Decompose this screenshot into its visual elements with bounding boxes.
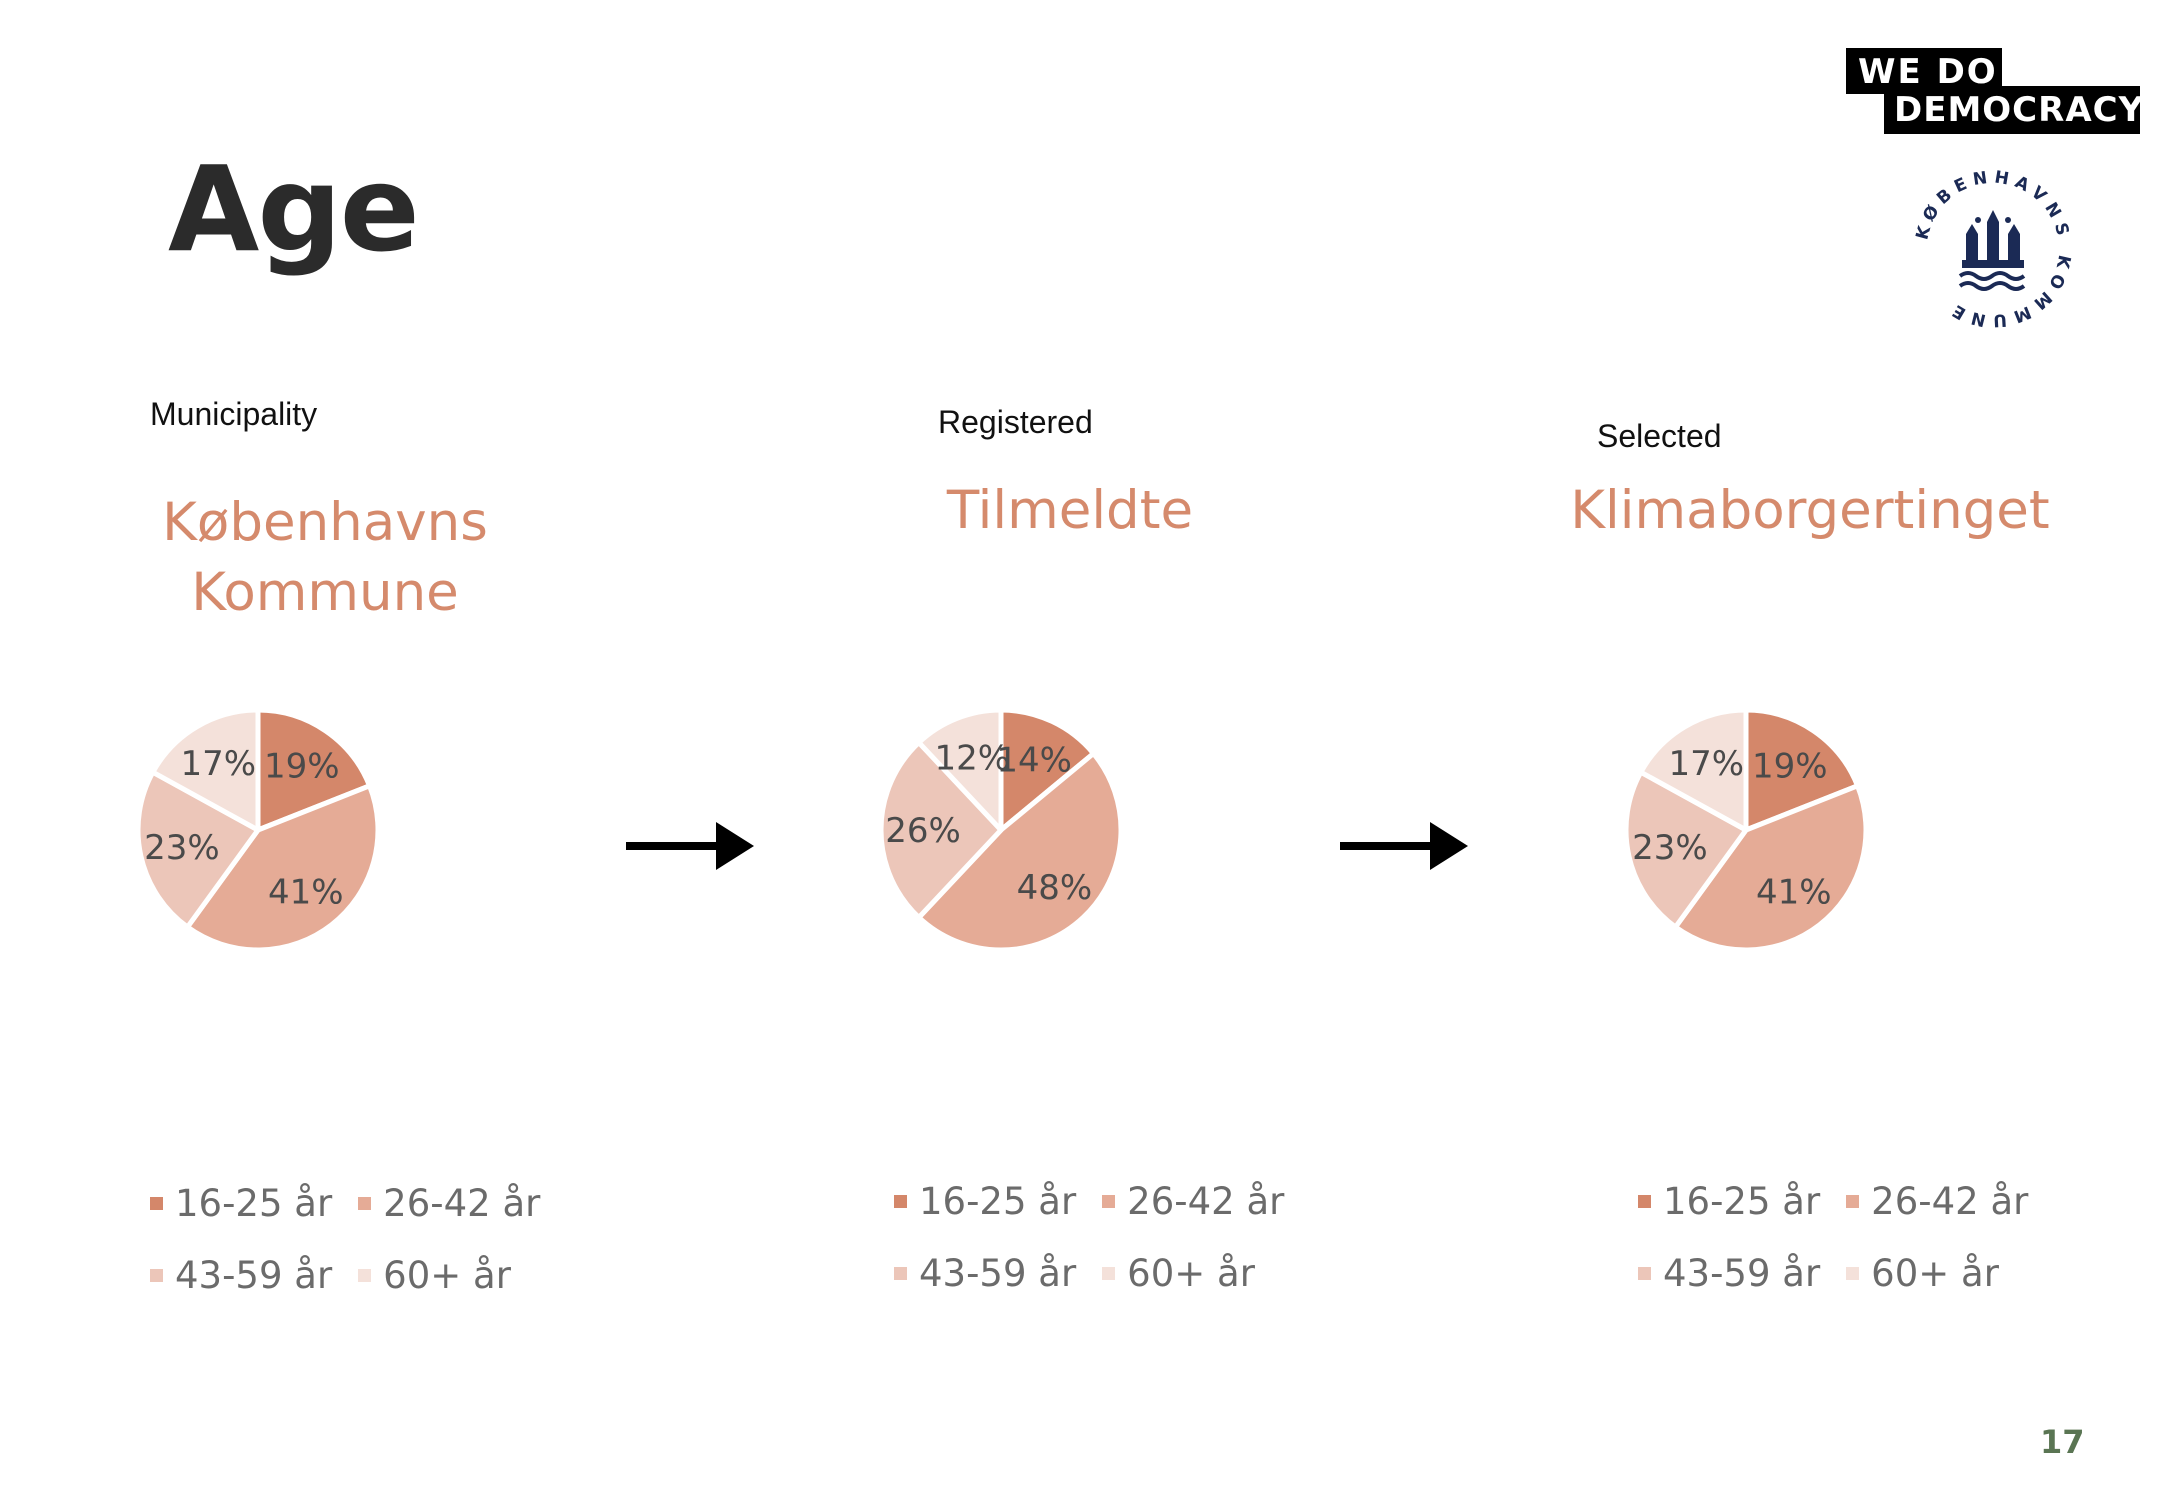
- legend-label: 60+ år: [383, 1254, 511, 1297]
- legend-swatch: [1638, 1267, 1651, 1280]
- slice-label: 26%: [885, 811, 961, 851]
- legend-item-26-42: 26-42 år: [1102, 1180, 1284, 1223]
- legend-item-43-59: 43-59 år: [1638, 1252, 1820, 1295]
- legend-swatch: [1638, 1195, 1651, 1208]
- legend-swatch: [150, 1269, 163, 1282]
- panel-title-tilmeldte: Tilmeldte: [870, 476, 1270, 546]
- slice-label: 19%: [1752, 746, 1828, 786]
- we-do-democracy-logo: WE DO DEMOCRACY: [1846, 48, 2143, 134]
- legend-row: 16-25 år 26-42 år: [894, 1180, 1310, 1223]
- panel-title-line: Københavns: [162, 492, 488, 553]
- legend-item-60-plus: 60+ år: [358, 1254, 511, 1297]
- arrow-right-icon: [626, 822, 754, 870]
- legend-label: 16-25 år: [1663, 1180, 1821, 1223]
- pie-chart-municipality: 19% 41% 23% 17%: [135, 707, 381, 953]
- legend-row: 43-59 år 60+ år: [894, 1252, 1281, 1295]
- legend-label: 26-42 år: [1871, 1180, 2029, 1223]
- page-title: Age: [168, 140, 420, 278]
- panel-title-line: Kommune: [191, 562, 459, 623]
- slice-label: 41%: [1756, 873, 1832, 913]
- legend-row: 43-59 år 60+ år: [1638, 1252, 2025, 1295]
- legend-label: 43-59 år: [919, 1252, 1077, 1295]
- slice-label: 17%: [181, 744, 257, 784]
- pie-chart-selected: 19% 41% 23% 17%: [1623, 707, 1869, 953]
- legend-label: 26-42 år: [1127, 1180, 1285, 1223]
- legend-item-43-59: 43-59 år: [894, 1252, 1076, 1295]
- slice-label: 23%: [1632, 828, 1708, 868]
- legend-row: 16-25 år 26-42 år: [150, 1182, 566, 1225]
- slice-16-25: [998, 707, 1096, 833]
- slice-label: 12%: [935, 738, 1011, 778]
- panel-caption-municipality: Municipality: [150, 396, 318, 432]
- pie-chart-registered: 14% 48% 26% 12%: [878, 707, 1124, 953]
- legend-item-60-plus: 60+ år: [1102, 1252, 1255, 1295]
- legend-label: 26-42 år: [383, 1182, 541, 1225]
- slice-26-42: [916, 751, 1124, 953]
- legend-swatch: [358, 1269, 372, 1282]
- legend-item-60-plus: 60+ år: [1846, 1252, 1999, 1295]
- legend-swatch: [1102, 1195, 1116, 1208]
- slice-26-42: [1672, 783, 1869, 953]
- page-number: 17: [2040, 1423, 2085, 1461]
- panel-title-klimaborgertinget: Klimaborgertinget: [1560, 476, 2060, 546]
- legend-item-43-59: 43-59 år: [150, 1254, 332, 1297]
- slice-43-59: [1623, 769, 1749, 930]
- legend-item-16-25: 16-25 år: [150, 1182, 332, 1225]
- legend-item-26-42: 26-42 år: [358, 1182, 540, 1225]
- logo-text-line2: DEMOCRACY: [1894, 90, 2145, 130]
- panel-caption-registered: Registered: [938, 404, 1093, 440]
- slice-label: 19%: [264, 746, 340, 786]
- legend-label: 60+ år: [1127, 1252, 1255, 1295]
- slice-26-42: [184, 783, 381, 953]
- legend-swatch: [1846, 1195, 1860, 1208]
- slice-16-25: [255, 707, 373, 833]
- panel-caption-selected: Selected: [1597, 418, 1722, 454]
- panel-title-line: Tilmeldte: [946, 480, 1194, 541]
- slice-label: 14%: [996, 740, 1072, 780]
- panel-title-line: Klimaborgertinget: [1570, 480, 2050, 541]
- slice-label: 48%: [1017, 868, 1093, 908]
- slice-43-59: [135, 769, 261, 930]
- legend-item-16-25: 16-25 år: [894, 1180, 1076, 1223]
- slice-label: 41%: [268, 873, 344, 913]
- legend-label: 43-59 år: [1663, 1252, 1821, 1295]
- legend-swatch: [894, 1267, 907, 1280]
- legend-swatch: [358, 1197, 372, 1210]
- legend-swatch: [1102, 1267, 1116, 1280]
- panel-title-kobenhavns-kommune: Københavns Kommune: [100, 488, 550, 628]
- legend-row: 16-25 år 26-42 år: [1638, 1180, 2054, 1223]
- kobenhavns-kommune-seal: KØBENHAVNS KOMMUNE: [1912, 167, 2068, 330]
- slice-16-25: [1743, 707, 1861, 833]
- legend-label: 16-25 år: [175, 1182, 333, 1225]
- legend-label: 16-25 år: [919, 1180, 1077, 1223]
- legend-swatch: [894, 1195, 907, 1208]
- legend-swatch: [150, 1197, 163, 1210]
- legend-row: 43-59 år 60+ år: [150, 1254, 537, 1297]
- logo-text-line1: WE DO: [1858, 52, 1998, 92]
- legend-label: 43-59 år: [175, 1254, 333, 1297]
- slice-label: 17%: [1669, 744, 1745, 784]
- slice-label: 23%: [144, 828, 220, 868]
- slice-60-plus: [916, 707, 1004, 833]
- legend-item-16-25: 16-25 år: [1638, 1180, 1820, 1223]
- legend-label: 60+ år: [1871, 1252, 1999, 1295]
- legend-swatch: [1846, 1267, 1860, 1280]
- arrow-right-icon: [1340, 822, 1468, 870]
- legend-item-26-42: 26-42 år: [1846, 1180, 2028, 1223]
- slice-43-59: [878, 740, 1004, 920]
- slice-60-plus: [150, 707, 261, 833]
- slice-60-plus: [1638, 707, 1749, 833]
